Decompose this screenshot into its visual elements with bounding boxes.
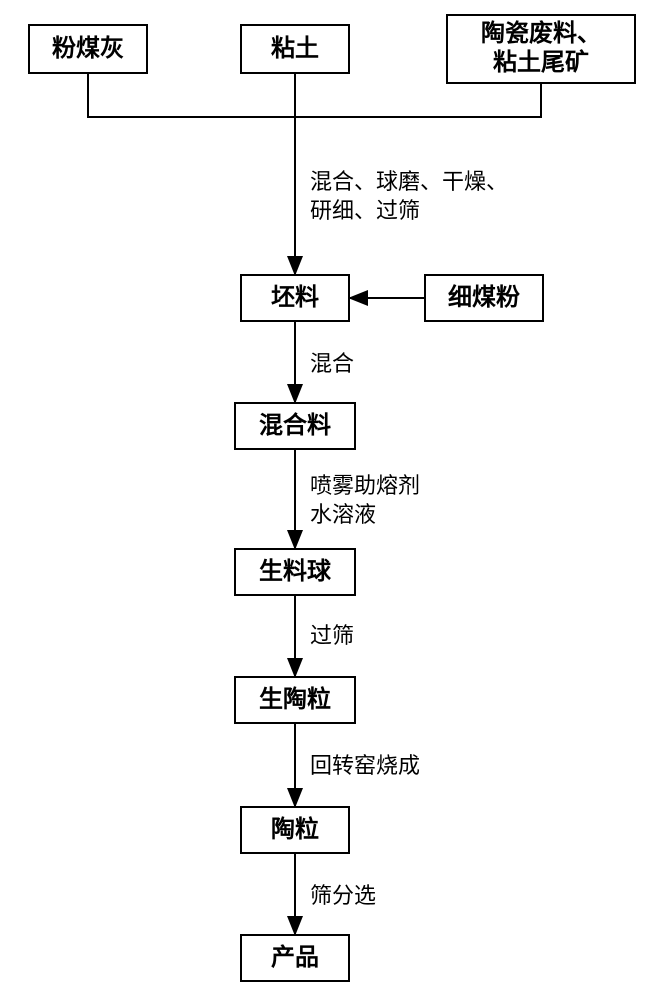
flow-node-n9: 陶粒: [240, 806, 350, 854]
flow-node-n2: 粘土: [240, 24, 350, 74]
flow-node-n10: 产品: [240, 934, 350, 982]
flow-edge-0: [88, 74, 295, 117]
edge-label-0: 混合、球磨、干燥、 研细、过筛: [310, 168, 508, 225]
edge-label-3: 过筛: [310, 622, 354, 651]
flow-node-n1: 粉煤灰: [28, 24, 148, 74]
flow-node-n7: 生料球: [234, 548, 356, 596]
flow-node-n5: 细煤粉: [424, 274, 544, 322]
flow-edge-1: [295, 84, 541, 117]
edge-label-2: 喷雾助熔剂 水溶液: [310, 472, 420, 529]
flow-node-n4: 坯料: [240, 274, 350, 322]
edge-label-1: 混合: [310, 350, 354, 379]
edge-label-4: 回转窑烧成: [310, 752, 420, 781]
flow-node-n6: 混合料: [234, 402, 356, 450]
flow-node-n3: 陶瓷废料、 粘土尾矿: [446, 14, 636, 84]
flowchart-canvas: 粉煤灰 粘土 陶瓷废料、 粘土尾矿坯料 细煤粉混合料生料球生陶粒陶粒产品 混合、球磨、…: [0, 0, 662, 1000]
flow-node-n8: 生陶粒: [234, 676, 356, 724]
edge-label-5: 筛分选: [310, 882, 376, 911]
